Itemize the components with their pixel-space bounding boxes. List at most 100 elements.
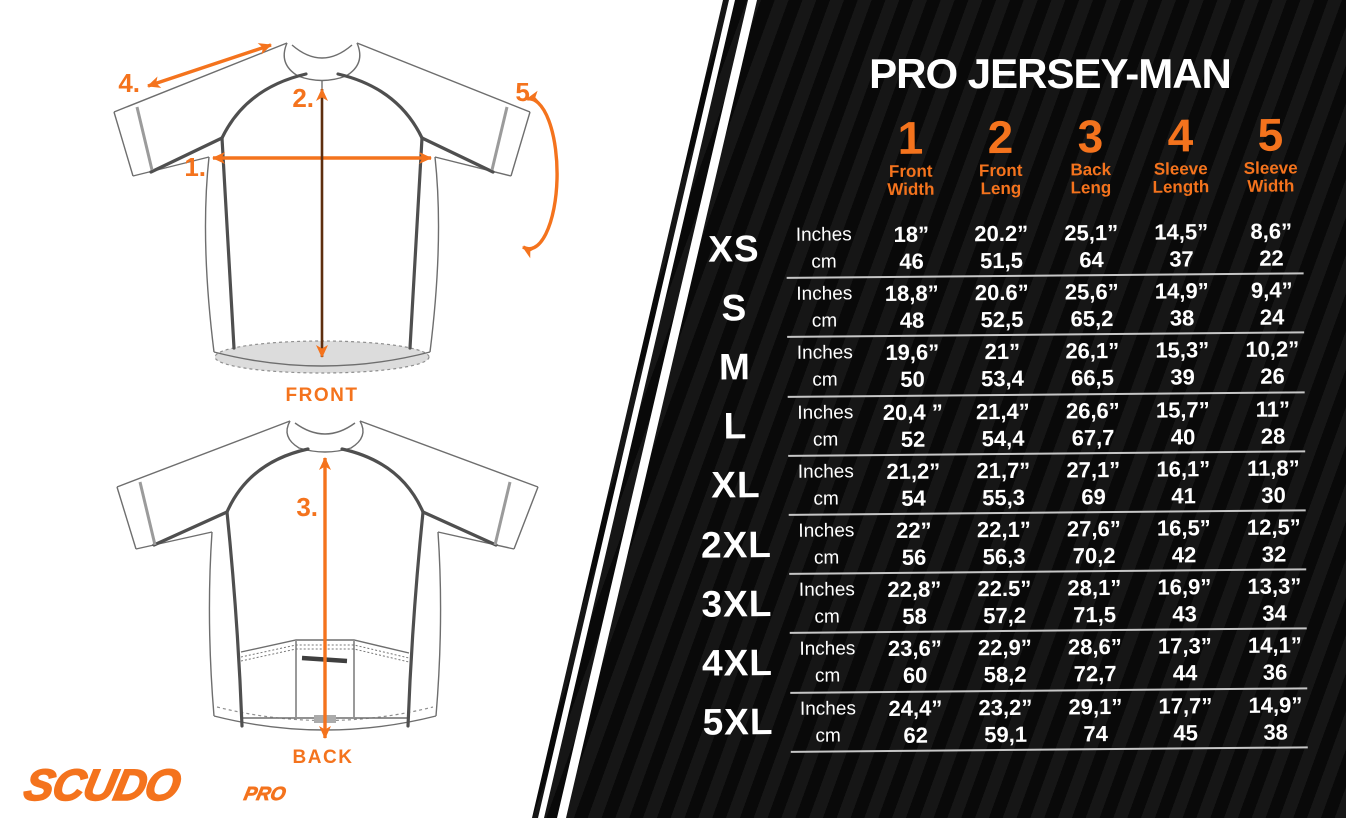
header-spacer bbox=[780, 113, 866, 200]
size-row-S: S Inches cm 18,8” 48 20.6” 52,5 25,6” 65,2 14,9” 3… bbox=[687, 274, 1319, 337]
value-cm: 69 bbox=[1081, 483, 1106, 510]
unit-cell: Inches cm bbox=[782, 338, 867, 396]
table-body: XS Inches cm 18” 46 20.2” 51,5 25,1” 64 14,5” 37 8,… bbox=[686, 215, 1323, 753]
value-inches: 19,6” bbox=[885, 340, 940, 366]
value-inches: 21” bbox=[984, 339, 1021, 365]
column-header-1: 1 Front Width bbox=[865, 112, 956, 199]
value-inches: 22,9” bbox=[977, 635, 1032, 661]
size-label: 4XL bbox=[701, 641, 774, 684]
unit-inches-label: Inches bbox=[796, 283, 853, 306]
value-inches: 28,6” bbox=[1067, 634, 1122, 660]
marker-label-1: 1. bbox=[184, 152, 206, 182]
value-inches: 28,1” bbox=[1067, 575, 1122, 601]
value-inches: 22,1” bbox=[976, 516, 1031, 543]
value-cm: 43 bbox=[1172, 601, 1197, 627]
front-jersey-drawing bbox=[113, 42, 531, 374]
measurement-cell: 15,7” 40 bbox=[1138, 394, 1228, 452]
measurement-cell: 16,9” 43 bbox=[1139, 571, 1229, 629]
measurement-cell: 16,1” 41 bbox=[1138, 453, 1228, 511]
value-inches: 17,3” bbox=[1157, 633, 1212, 660]
measurement-cell: 17,3” 44 bbox=[1140, 630, 1230, 688]
value-inches: 27,1” bbox=[1066, 456, 1121, 483]
value-inches: 22.5” bbox=[977, 575, 1032, 602]
unit-cm-label: cm bbox=[814, 665, 841, 688]
measurement-cell: 11” 28 bbox=[1228, 393, 1318, 451]
value-inches: 9,4” bbox=[1250, 277, 1293, 304]
value-inches: 11” bbox=[1255, 396, 1291, 422]
value-inches: 26,1” bbox=[1065, 338, 1120, 364]
value-cm: 26 bbox=[1260, 364, 1285, 390]
size-label: M bbox=[718, 346, 752, 388]
value-cm: 60 bbox=[902, 663, 928, 689]
measurement-cell: 26,1” 66,5 bbox=[1047, 335, 1137, 393]
value-inches: 27,6” bbox=[1066, 516, 1121, 542]
measurement-cell: 20,4 ” 52 bbox=[868, 396, 958, 454]
value-inches: 17,7” bbox=[1158, 692, 1213, 719]
value-cm: 58 bbox=[902, 603, 927, 630]
value-cm: 48 bbox=[899, 307, 925, 334]
size-row-4XL: 4XL Inches cm 23,6” 60 22,9” 58,2 28,6” 72,7 17,3… bbox=[690, 630, 1322, 693]
unit-cm-label: cm bbox=[813, 488, 839, 510]
logo-main-text: SCUDO bbox=[20, 761, 185, 809]
unit-cm-label: cm bbox=[812, 429, 839, 451]
table-header-row: 1 Front Width 2 Front Leng 3 Back Leng 4 Sleeve Len… bbox=[685, 109, 1318, 201]
measurement-cell: 22,8” 58 bbox=[869, 574, 959, 632]
column-label-line1: Sleeve bbox=[1243, 158, 1298, 178]
measurement-cell: 10,2” 26 bbox=[1227, 334, 1317, 392]
value-cm: 53,4 bbox=[981, 366, 1025, 392]
measurement-cell: 14,5” 37 bbox=[1136, 216, 1226, 274]
value-cm: 32 bbox=[1261, 541, 1287, 567]
unit-inches-label: Inches bbox=[798, 520, 855, 542]
value-cm: 54 bbox=[901, 485, 926, 511]
value-cm: 67,7 bbox=[1071, 424, 1115, 451]
value-cm: 24 bbox=[1259, 304, 1285, 331]
measurement-cell: 15,3” 39 bbox=[1137, 334, 1227, 392]
size-label: 5XL bbox=[702, 701, 774, 743]
column-label-line1: Back bbox=[1070, 160, 1112, 180]
value-cm: 54,4 bbox=[981, 425, 1025, 451]
measurement-cell: 20.2” 51,5 bbox=[956, 218, 1046, 276]
value-inches: 26,6” bbox=[1065, 397, 1120, 424]
value-cm: 39 bbox=[1170, 364, 1195, 391]
measurement-cell: 21,2” 54 bbox=[868, 455, 958, 513]
size-row-2XL: 2XL Inches cm 22” 56 22,1” 56,3 27,6” 70,2 16,5” 4… bbox=[689, 511, 1321, 574]
measurement-cell: 25,1” 64 bbox=[1046, 217, 1136, 275]
value-inches: 20.6” bbox=[974, 280, 1029, 306]
unit-cell: Inches cm bbox=[783, 397, 868, 455]
column-label-line2: Leng bbox=[980, 178, 1022, 199]
value-cm: 55,3 bbox=[982, 484, 1026, 511]
value-inches: 24,4” bbox=[888, 695, 943, 721]
measurement-cell: 14,9” 38 bbox=[1230, 689, 1320, 747]
measurement-cell: 21,4” 54,4 bbox=[958, 395, 1048, 453]
value-inches: 16,5” bbox=[1156, 515, 1211, 541]
value-cm: 70,2 bbox=[1072, 543, 1116, 569]
unit-cell: Inches cm bbox=[784, 574, 869, 632]
measurement-cell: 21” 53,4 bbox=[957, 336, 1047, 394]
measurement-cell: 24,4” 62 bbox=[870, 692, 960, 750]
unit-inches-label: Inches bbox=[797, 401, 854, 424]
measurement-cell: 22,1” 56,3 bbox=[959, 514, 1049, 572]
value-cm: 72,7 bbox=[1073, 661, 1117, 687]
value-inches: 22,8” bbox=[887, 576, 942, 603]
size-row-XS: XS Inches cm 18” 46 20.2” 51,5 25,1” 64 14,5” 37 8,… bbox=[686, 215, 1318, 278]
size-label: XL bbox=[711, 464, 761, 506]
measurement-cell: 13,3” 34 bbox=[1229, 570, 1319, 628]
column-header-3: 3 Back Leng bbox=[1045, 110, 1136, 198]
measurement-cell: 20.6” 52,5 bbox=[957, 277, 1047, 335]
value-inches: 13,3” bbox=[1247, 573, 1302, 600]
value-inches: 18” bbox=[893, 221, 930, 248]
page-title: PRO JERSEY-MAN bbox=[869, 50, 1232, 97]
measurement-cell: 14,9” 38 bbox=[1137, 275, 1227, 333]
value-cm: 66,5 bbox=[1071, 365, 1115, 391]
unit-cell: Inches cm bbox=[785, 633, 870, 691]
measurement-cell: 11,8” 30 bbox=[1228, 452, 1318, 510]
measurement-cell: 26,6” 67,7 bbox=[1048, 394, 1138, 452]
column-label-line1: Front bbox=[888, 161, 933, 181]
measurement-cell: 28,6” 72,7 bbox=[1050, 631, 1140, 689]
jersey-measurement-diagram: 1. 2. 4. 5. FRONT bbox=[19, 42, 559, 811]
value-inches: 21,2” bbox=[886, 458, 941, 484]
value-inches: 21,7” bbox=[976, 457, 1031, 484]
column-header-2: 2 Front Leng bbox=[955, 111, 1046, 199]
column-number: 5 bbox=[1257, 108, 1284, 161]
